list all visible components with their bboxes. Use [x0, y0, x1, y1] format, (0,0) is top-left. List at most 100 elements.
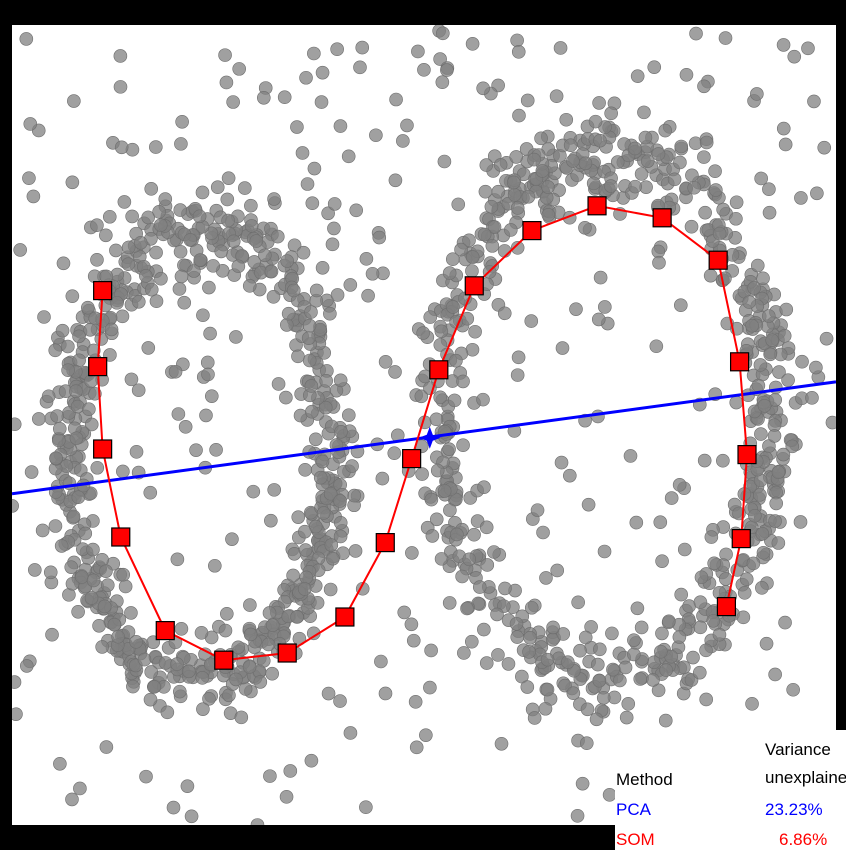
- data-point: [242, 279, 257, 293]
- data-point: [596, 690, 611, 705]
- data-point: [258, 248, 272, 263]
- data-point: [206, 259, 220, 273]
- data-point: [437, 154, 452, 169]
- data-point: [708, 164, 722, 179]
- data-point: [712, 627, 727, 642]
- data-point: [404, 617, 419, 632]
- data-point: [485, 239, 500, 253]
- data-point: [762, 182, 776, 197]
- legend: Variance unexplaine Method PCA 23.23% SO…: [615, 730, 846, 850]
- som-node: [708, 250, 728, 270]
- data-point: [593, 642, 607, 657]
- data-point: [522, 645, 536, 659]
- data-point: [672, 478, 687, 492]
- data-point: [202, 691, 216, 706]
- data-point: [655, 554, 669, 568]
- data-point: [170, 657, 184, 671]
- data-point: [540, 682, 555, 697]
- data-point: [419, 728, 433, 742]
- data-point: [321, 206, 335, 221]
- data-point: [443, 503, 457, 517]
- data-point: [208, 558, 222, 573]
- data-point: [345, 459, 359, 473]
- data-point: [510, 201, 525, 215]
- data-point: [674, 587, 689, 602]
- data-point: [693, 620, 708, 635]
- data-point: [323, 486, 338, 501]
- data-point: [53, 756, 67, 771]
- data-point: [291, 510, 306, 524]
- data-point: [549, 89, 564, 104]
- data-point: [193, 253, 208, 267]
- data-point: [630, 69, 645, 83]
- data-point: [49, 451, 63, 465]
- data-point: [291, 349, 305, 364]
- data-point: [270, 229, 285, 244]
- data-point: [286, 283, 301, 298]
- data-point: [319, 374, 333, 388]
- data-point: [333, 119, 348, 133]
- data-point: [143, 692, 158, 707]
- data-point: [99, 740, 114, 754]
- data-point: [627, 633, 641, 647]
- data-point: [201, 367, 215, 382]
- data-point: [90, 460, 105, 475]
- data-point: [359, 252, 374, 266]
- data-point: [633, 672, 648, 686]
- data-point: [785, 439, 800, 454]
- data-point: [825, 415, 836, 430]
- som-node: [93, 439, 113, 459]
- data-point: [113, 80, 128, 94]
- data-point: [22, 171, 36, 185]
- data-point: [589, 712, 604, 727]
- data-point: [810, 186, 824, 201]
- data-point: [361, 288, 375, 303]
- som-node: [93, 281, 113, 301]
- data-point: [246, 484, 261, 499]
- data-point: [751, 378, 766, 393]
- data-point: [647, 60, 662, 74]
- data-point: [462, 552, 477, 567]
- data-point: [510, 630, 525, 644]
- data-point: [124, 372, 139, 387]
- data-point: [174, 622, 189, 636]
- data-point: [472, 580, 487, 594]
- data-point: [634, 167, 649, 181]
- data-point: [762, 205, 777, 220]
- data-point: [578, 156, 593, 171]
- data-point: [598, 300, 612, 314]
- data-point: [244, 198, 258, 213]
- data-point: [203, 326, 217, 341]
- data-point: [154, 271, 168, 286]
- data-point: [779, 302, 794, 317]
- data-point: [417, 63, 431, 77]
- data-point: [327, 197, 342, 211]
- data-point: [139, 269, 153, 283]
- data-point: [226, 234, 241, 249]
- data-point: [433, 338, 448, 352]
- data-point: [131, 294, 146, 309]
- data-point: [264, 264, 279, 279]
- data-point: [19, 659, 34, 673]
- data-point: [442, 442, 456, 456]
- data-point: [242, 660, 257, 674]
- data-point: [192, 209, 207, 224]
- data-point: [491, 648, 505, 662]
- data-point: [129, 635, 143, 649]
- data-point: [27, 563, 42, 577]
- data-point: [756, 271, 770, 286]
- data-point: [13, 243, 27, 257]
- data-point: [348, 544, 363, 558]
- data-point: [41, 389, 56, 404]
- data-point: [563, 138, 578, 153]
- data-point: [507, 188, 522, 202]
- pca-center-star: [418, 426, 441, 449]
- data-point: [125, 209, 139, 224]
- data-point: [771, 465, 786, 480]
- data-point: [411, 44, 425, 59]
- data-point: [400, 118, 414, 133]
- data-point: [408, 695, 423, 709]
- data-point: [597, 544, 612, 559]
- data-point: [562, 468, 577, 483]
- data-point: [509, 150, 524, 164]
